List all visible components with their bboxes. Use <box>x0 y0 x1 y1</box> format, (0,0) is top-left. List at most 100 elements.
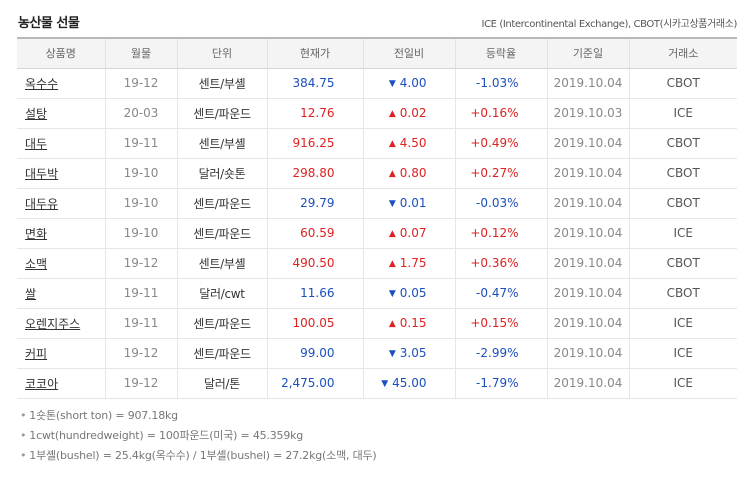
contract-month-cell: 19-11 <box>104 308 177 339</box>
unit-cell: 달러/톤 <box>176 368 267 399</box>
change-cell: ▲ 0.02 <box>362 98 455 129</box>
rate-cell: +0.36% <box>454 248 547 279</box>
change-cell: ▼ 4.00 <box>362 68 455 99</box>
commodity-link[interactable]: 옥수수 <box>25 76 59 91</box>
change-cell: ▲ 4.50 <box>362 128 455 159</box>
change-value: 1.75 <box>399 256 427 270</box>
unit-cell: 달러/cwt <box>176 278 267 309</box>
price-cell: 60.59 <box>266 218 363 249</box>
commodity-link[interactable]: 커피 <box>25 346 48 361</box>
table-row: 오렌지주스 19-11 센트/파운드 100.05 ▲ 0.15 +0.15% 2019.10… <box>17 308 737 339</box>
price-cell: 490.50 <box>266 248 363 279</box>
unit-cell: 센트/파운드 <box>176 188 267 219</box>
commodity-cell: 쌀 <box>17 278 105 309</box>
exchange-cell: ICE <box>628 338 737 369</box>
commodity-cell: 소맥 <box>17 248 105 279</box>
up-arrow-icon: ▲ <box>388 139 396 149</box>
price-cell: 12.76 <box>266 98 363 129</box>
rate-cell: -1.03% <box>454 68 547 99</box>
contract-month-cell: 19-11 <box>104 278 177 309</box>
commodity-link[interactable]: 오렌지주스 <box>25 316 81 331</box>
change-cell: ▼ 0.01 <box>362 188 455 219</box>
date-cell: 2019.10.04 <box>546 158 629 189</box>
date-cell: 2019.10.04 <box>546 278 629 309</box>
price-cell: 384.75 <box>266 68 363 99</box>
table-row: 설탕 20-03 센트/파운드 12.76 ▲ 0.02 +0.16% 2019.10.03 I… <box>17 98 737 129</box>
rate-cell: -1.79% <box>454 368 547 399</box>
price-cell: 99.00 <box>266 338 363 369</box>
change-value: 4.50 <box>399 136 427 150</box>
contract-month-cell: 19-12 <box>104 248 177 279</box>
column-header-change: 전일비 <box>362 37 455 69</box>
exchange-cell: CBOT <box>628 68 737 99</box>
commodity-link[interactable]: 코코아 <box>25 376 59 391</box>
notes: • 1숏톤(short ton) = 907.18kg • 1cwt(hundred… <box>20 406 377 466</box>
futures-table: 상품명 월물 단위 현재가 전일비 등락율 기준일 거래소 옥수수 19-12 센트… <box>17 37 737 399</box>
rate-cell: +0.27% <box>454 158 547 189</box>
commodity-link[interactable]: 면화 <box>25 226 48 241</box>
price-cell: 11.66 <box>266 278 363 309</box>
table-header-row: 상품명 월물 단위 현재가 전일비 등락율 기준일 거래소 <box>17 37 737 69</box>
contract-month-cell: 19-11 <box>104 128 177 159</box>
change-value: 3.05 <box>399 346 427 360</box>
unit-cell: 센트/부셸 <box>176 68 267 99</box>
unit-cell: 센트/파운드 <box>176 338 267 369</box>
change-cell: ▲ 0.15 <box>362 308 455 339</box>
price-cell: 2,475.00 <box>266 368 363 399</box>
column-header-unit: 단위 <box>176 37 267 69</box>
commodity-link[interactable]: 대두박 <box>25 166 59 181</box>
table-row: 대두박 19-10 달러/숏톤 298.80 ▲ 0.80 +0.27% 2019.10.04… <box>17 158 737 189</box>
commodity-cell: 대두 <box>17 128 105 159</box>
down-arrow-icon: ▼ <box>381 379 389 389</box>
contract-month-cell: 20-03 <box>104 98 177 129</box>
commodity-cell: 대두박 <box>17 158 105 189</box>
unit-cell: 센트/부셸 <box>176 248 267 279</box>
change-value: 4.00 <box>399 76 427 90</box>
up-arrow-icon: ▲ <box>388 229 396 239</box>
change-value: 0.07 <box>399 226 427 240</box>
price-cell: 916.25 <box>266 128 363 159</box>
date-cell: 2019.10.04 <box>546 368 629 399</box>
column-header-rate: 등락율 <box>454 37 547 69</box>
contract-month-cell: 19-12 <box>104 368 177 399</box>
rate-cell: +0.49% <box>454 128 547 159</box>
exchange-cell: ICE <box>628 308 737 339</box>
column-header-date: 기준일 <box>546 37 629 69</box>
change-cell: ▼ 3.05 <box>362 338 455 369</box>
rate-cell: +0.12% <box>454 218 547 249</box>
change-cell: ▼ 0.05 <box>362 278 455 309</box>
date-cell: 2019.10.04 <box>546 68 629 99</box>
change-value: 45.00 <box>392 376 427 390</box>
price-cell: 29.79 <box>266 188 363 219</box>
column-header-price: 현재가 <box>266 37 363 69</box>
down-arrow-icon: ▼ <box>388 289 396 299</box>
contract-month-cell: 19-10 <box>104 218 177 249</box>
source-label: ICE (Intercontinental Exchange), CBOT(시카… <box>481 19 738 30</box>
commodity-cell: 코코아 <box>17 368 105 399</box>
exchange-cell: CBOT <box>628 158 737 189</box>
table-row: 옥수수 19-12 센트/부셸 384.75 ▼ 4.00 -1.03% 2019.10.04… <box>17 68 737 99</box>
commodity-cell: 면화 <box>17 218 105 249</box>
up-arrow-icon: ▲ <box>388 319 396 329</box>
contract-month-cell: 19-10 <box>104 158 177 189</box>
contract-month-cell: 19-12 <box>104 68 177 99</box>
commodity-cell: 오렌지주스 <box>17 308 105 339</box>
commodity-link[interactable]: 대두유 <box>25 196 59 211</box>
commodity-link[interactable]: 설탕 <box>25 106 48 121</box>
commodity-link[interactable]: 쌀 <box>25 286 37 301</box>
down-arrow-icon: ▼ <box>388 199 396 209</box>
exchange-cell: ICE <box>628 368 737 399</box>
unit-cell: 센트/파운드 <box>176 98 267 129</box>
exchange-cell: CBOT <box>628 278 737 309</box>
note-item: • 1숏톤(short ton) = 907.18kg <box>20 406 377 426</box>
bullet-icon: • <box>20 409 27 422</box>
exchange-cell: CBOT <box>628 248 737 279</box>
exchange-cell: ICE <box>628 218 737 249</box>
commodity-link[interactable]: 소맥 <box>25 256 48 271</box>
commodity-cell: 설탕 <box>17 98 105 129</box>
table-row: 소맥 19-12 센트/부셸 490.50 ▲ 1.75 +0.36% 2019.10.04 C… <box>17 248 737 279</box>
date-cell: 2019.10.04 <box>546 248 629 279</box>
section-header: 농산물 선물 ICE (Intercontinental Exchange), … <box>0 0 747 36</box>
commodity-link[interactable]: 대두 <box>25 136 48 151</box>
down-arrow-icon: ▼ <box>388 79 396 89</box>
